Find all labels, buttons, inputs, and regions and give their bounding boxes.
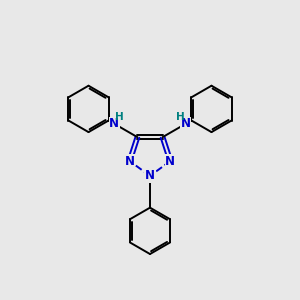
- Text: N: N: [124, 154, 135, 168]
- Text: H: H: [176, 112, 185, 122]
- Text: N: N: [181, 117, 191, 130]
- Text: N: N: [165, 154, 176, 168]
- Text: H: H: [115, 112, 124, 122]
- Text: N: N: [109, 117, 119, 130]
- Text: N: N: [145, 169, 155, 182]
